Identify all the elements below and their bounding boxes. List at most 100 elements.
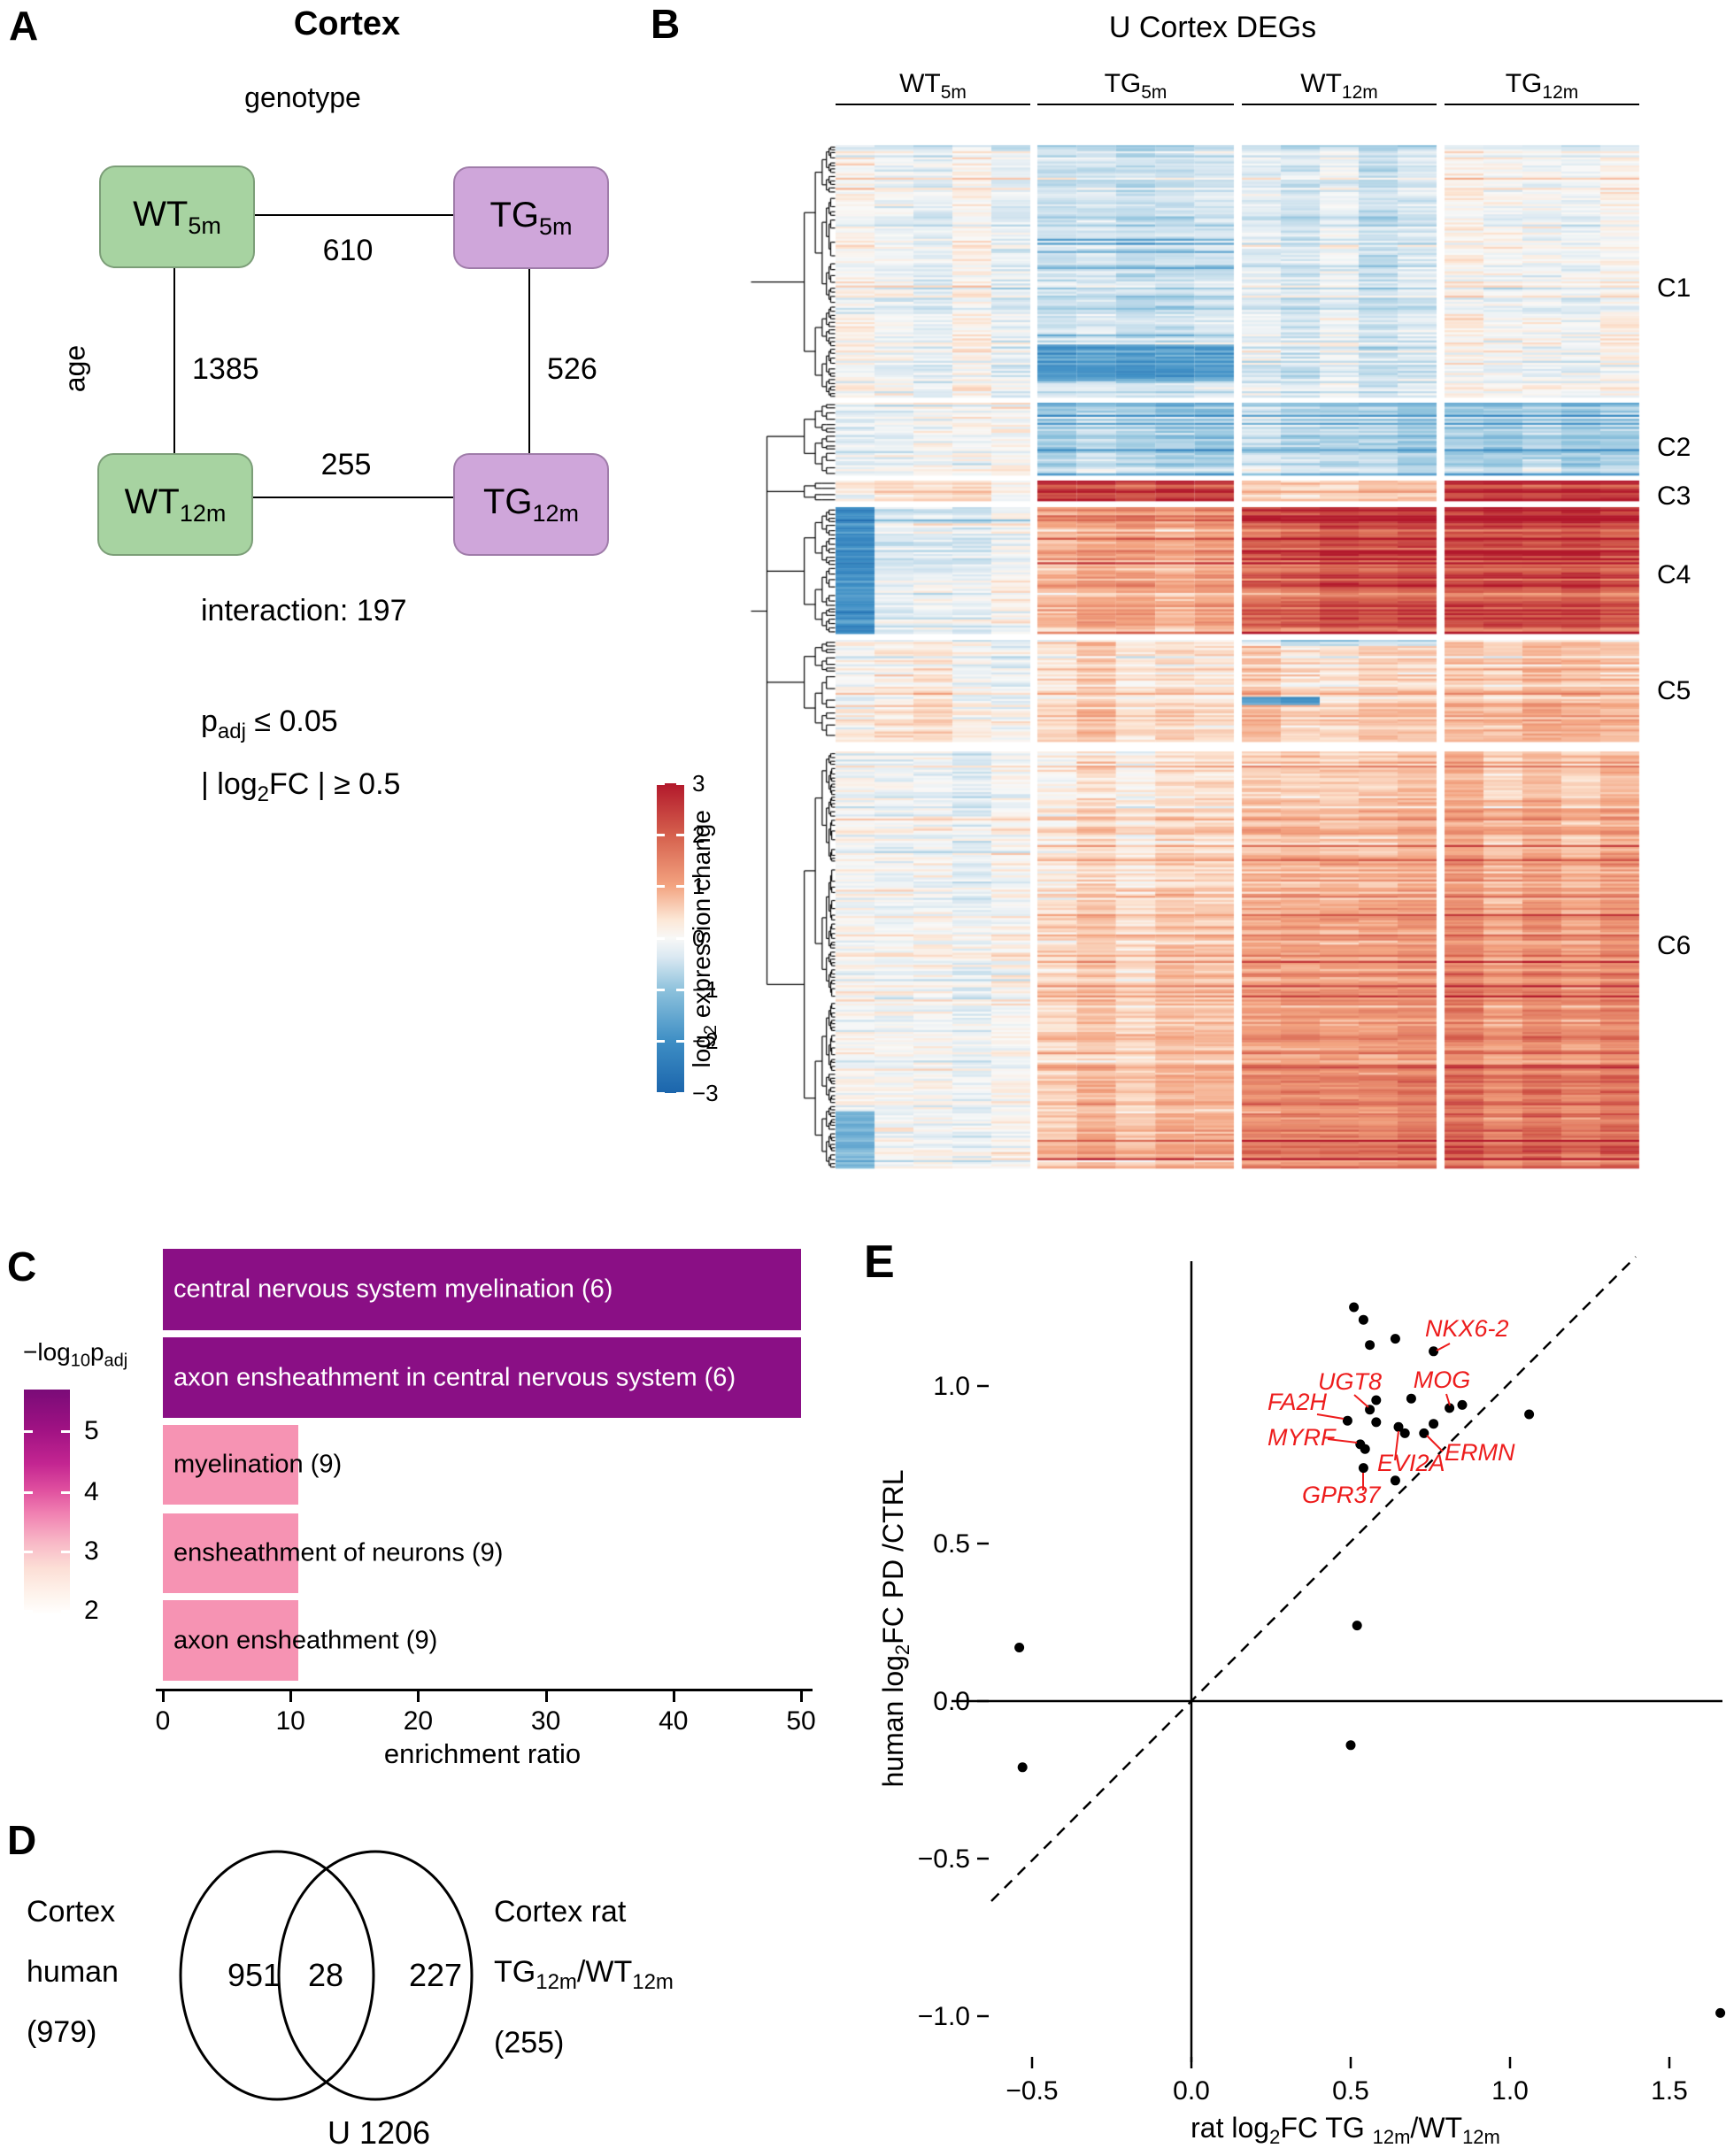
panel-a-letter: A xyxy=(9,3,39,49)
gene-label-NKX6-2: NKX6-2 xyxy=(1425,1315,1509,1342)
scatter-point xyxy=(1360,1444,1370,1454)
expression-colorbar-tick-mark xyxy=(657,885,665,888)
c-x-tick-mark xyxy=(417,1691,420,1702)
venn-union-label: U 1206 xyxy=(327,2114,431,2151)
edge-count-bottom: 255 xyxy=(320,448,372,481)
gene-label-MOG: MOG xyxy=(1414,1367,1471,1393)
c-legend-tick-label: 4 xyxy=(84,1476,99,1506)
point-ERMN xyxy=(1419,1428,1429,1438)
c-bar-label: central nervous system myelination (6) xyxy=(173,1274,613,1304)
scatter-point xyxy=(1390,1334,1400,1344)
panel-b-letter: B xyxy=(651,1,681,47)
gene-leader-line xyxy=(1436,1343,1451,1351)
expression-colorbar-tick-mark xyxy=(676,1092,684,1095)
venn-count-right: 227 xyxy=(408,1957,463,1993)
scatter-point xyxy=(1014,1643,1025,1652)
cluster-label-c2: C2 xyxy=(1657,433,1691,462)
scatter-point xyxy=(1524,1409,1535,1420)
expression-colorbar-tick-label: 3 xyxy=(692,770,705,797)
panel-a-edges xyxy=(173,214,530,498)
gene-label-EVI2A: EVI2A xyxy=(1377,1450,1445,1476)
c-x-tick-mark xyxy=(544,1691,548,1702)
col-underline xyxy=(836,104,1030,105)
y-tick-label: −0.5 xyxy=(918,1844,970,1874)
c-legend-tick-mark xyxy=(24,1609,33,1613)
node-label-wt12m: WT12m xyxy=(124,481,227,527)
col-underline xyxy=(1242,104,1437,105)
c-x-tick-label: 50 xyxy=(786,1706,816,1736)
c-x-tick-label: 10 xyxy=(275,1706,305,1736)
node-box-tg5m: TG5m xyxy=(453,166,609,269)
expression-colorbar-tick-label: −1 xyxy=(692,976,719,1003)
scatter-point xyxy=(1358,1314,1368,1325)
y-tick-label: 0.0 xyxy=(933,1687,970,1716)
point-EVI2A xyxy=(1393,1421,1404,1432)
expression-colorbar-tick-label: −2 xyxy=(692,1028,719,1054)
interaction-text: interaction: 197 xyxy=(201,594,407,628)
c-x-tick-label: 0 xyxy=(155,1706,171,1736)
heatmap-col-header-tg5m: TG5m xyxy=(1104,69,1167,103)
expression-colorbar-tick-mark xyxy=(676,885,684,888)
scatter-point xyxy=(1399,1428,1410,1438)
genotype-axis-label: genotype xyxy=(244,81,361,113)
expression-colorbar-tick-label: −3 xyxy=(692,1080,719,1106)
venn-right-ellipse xyxy=(277,1850,474,2101)
scatter-point xyxy=(1017,1762,1028,1773)
gene-label-FA2H: FA2H xyxy=(1268,1389,1328,1415)
venn-diagram xyxy=(179,1850,474,2101)
x-axis-title: rat log2​FC TG 12m​/WT12m​ xyxy=(1190,2112,1500,2148)
expression-colorbar-tick-mark xyxy=(657,1040,665,1043)
cluster-label-c6: C6 xyxy=(1657,931,1691,960)
c-legend-tick-mark xyxy=(24,1550,33,1553)
x-tick-label: 0.5 xyxy=(1332,2076,1369,2106)
venn-count-left: 951 xyxy=(227,1957,281,1993)
c-legend-tick-label: 5 xyxy=(84,1416,99,1446)
panel-e-letter: E xyxy=(864,1236,895,1288)
venn-count-overlap: 28 xyxy=(307,1957,344,1993)
c-bar-label: myelination (9) xyxy=(173,1450,343,1479)
c-x-tick-mark xyxy=(672,1691,675,1702)
y-tick-label: 0.5 xyxy=(933,1529,970,1559)
expression-colorbar-tick-mark xyxy=(657,989,665,991)
expression-colorbar-tick-mark xyxy=(676,834,684,836)
expression-colorbar-tick-mark xyxy=(657,937,665,940)
point-GPR37 xyxy=(1358,1463,1368,1474)
scatter-point xyxy=(1390,1475,1400,1486)
col-underline xyxy=(1037,104,1234,105)
scatter-plot: 1.0 0.5 0.0 −0.5 −1.0 −0.5 0.0 0.5 1.0 1.5 rat log… xyxy=(877,1256,1726,2148)
expression-colorbar-tick-label: 2 xyxy=(692,821,705,848)
cluster-label-c1: C1 xyxy=(1657,273,1691,303)
x-tick-label: 1.5 xyxy=(1651,2076,1688,2106)
c-x-tick-label: 40 xyxy=(659,1706,689,1736)
edge-count-left: 1385 xyxy=(192,352,259,386)
y-tick-label: 1.0 xyxy=(933,1372,970,1401)
fc-threshold-text: | log2FC | ≥ 0.5 xyxy=(201,767,401,806)
node-label-tg5m: TG5m xyxy=(489,195,573,240)
node-box-tg12m: TG12m xyxy=(453,453,609,556)
scatter-point xyxy=(1371,1395,1382,1405)
heatmap-col-header-wt5m: WT5m xyxy=(899,69,967,103)
c-x-tick-label: 20 xyxy=(403,1706,434,1736)
panel-c-letter: C xyxy=(7,1244,37,1290)
scatter-point xyxy=(1715,2007,1726,2018)
gene-leader-line xyxy=(1426,1435,1444,1452)
y-tick-label: −1.0 xyxy=(918,2002,970,2031)
gene-label-ERMN: ERMN xyxy=(1445,1439,1515,1466)
c-bar-label: ensheathment of neurons (9) xyxy=(173,1538,504,1567)
c-legend-colorbar xyxy=(24,1390,70,1613)
venn-right-label: Cortex rat TG12m/WT12m (255) xyxy=(494,1895,674,2060)
c-legend-tick-mark xyxy=(61,1609,70,1613)
panel-d-letter: D xyxy=(7,1817,37,1863)
c-legend-tick-label: 2 xyxy=(84,1595,99,1625)
c-legend-tick-mark xyxy=(24,1490,33,1494)
edge-count-right: 526 xyxy=(547,352,597,386)
c-x-tick-mark xyxy=(162,1691,165,1702)
c-bar: axon ensheathment (9) xyxy=(163,1600,437,1681)
node-box-wt5m: WT5m xyxy=(99,166,255,268)
scatter-point xyxy=(1406,1393,1416,1404)
gene-label-GPR37: GPR37 xyxy=(1302,1482,1382,1508)
point-NKX6-2 xyxy=(1429,1346,1439,1357)
c-bar: ensheathment of neurons (9) xyxy=(163,1513,503,1593)
gene-leader-line xyxy=(1394,1430,1399,1461)
